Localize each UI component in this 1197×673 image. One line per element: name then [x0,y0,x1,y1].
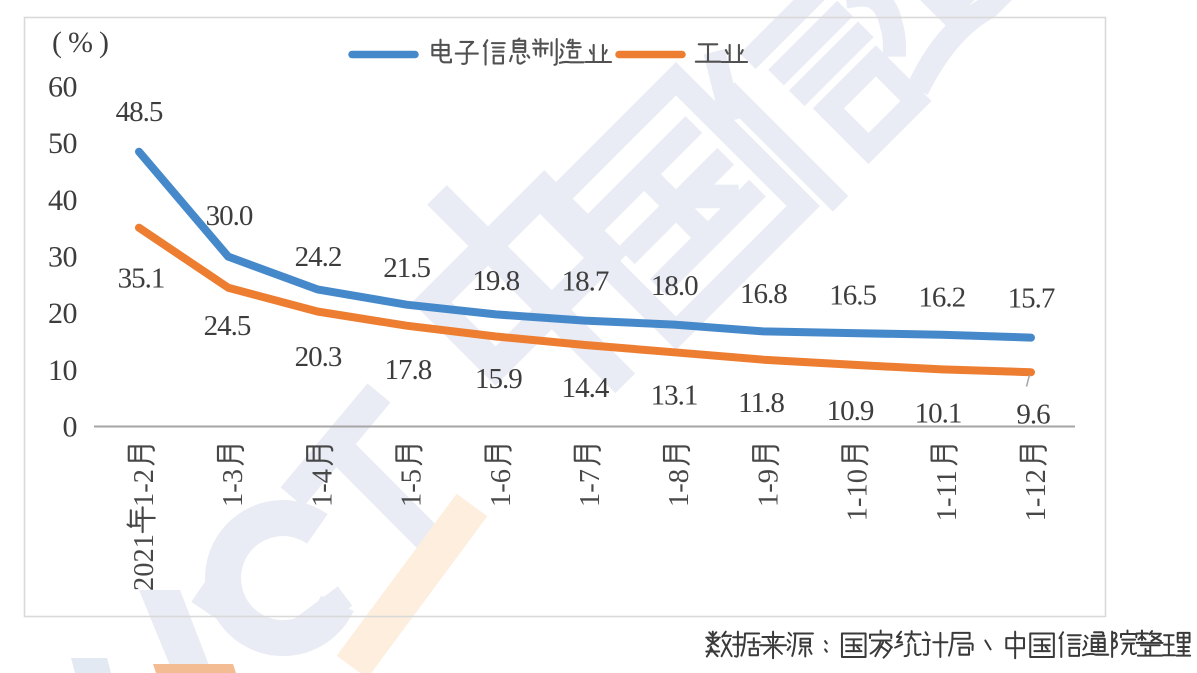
svg-text:1-6: 1-6 [486,469,517,507]
svg-text:1-9: 1-9 [753,469,784,507]
svg-text:10: 10 [48,354,77,387]
svg-text:15.7: 15.7 [1008,283,1055,315]
svg-text:1-7: 1-7 [575,469,606,507]
svg-text:60: 60 [48,71,77,104]
svg-text:10.9: 10.9 [827,395,874,427]
svg-text:40: 40 [48,184,77,217]
svg-text:35.1: 35.1 [118,262,165,294]
svg-text:20: 20 [48,297,77,330]
svg-text:18.7: 18.7 [562,266,609,298]
svg-text:2021: 2021 [129,534,160,591]
svg-text:0: 0 [63,411,78,444]
svg-text:1-3: 1-3 [218,469,249,507]
svg-text:16.8: 16.8 [740,278,787,310]
svg-text:20.3: 20.3 [295,341,342,373]
svg-text:24.5: 24.5 [204,310,251,342]
svg-text:14.4: 14.4 [562,372,610,404]
svg-text:19.8: 19.8 [472,265,519,297]
svg-text:30.0: 30.0 [206,200,253,232]
svg-text:15.9: 15.9 [475,363,522,395]
svg-text:1-2: 1-2 [129,469,160,507]
svg-text:1-11: 1-11 [932,470,963,521]
svg-text:1-12: 1-12 [1021,469,1052,521]
svg-text:16.5: 16.5 [829,280,876,312]
svg-text:1-10: 1-10 [843,469,874,521]
svg-text:16.2: 16.2 [918,281,965,313]
svg-text:48.5: 48.5 [116,96,163,128]
svg-text:13.1: 13.1 [651,380,698,412]
svg-text:1-8: 1-8 [664,469,695,507]
svg-text:30: 30 [48,241,77,274]
svg-text:21.5: 21.5 [383,252,430,284]
svg-text:18.0: 18.0 [651,270,698,302]
svg-text:10.1: 10.1 [915,397,962,429]
svg-text:(%): (%) [52,26,115,59]
svg-text:24.2: 24.2 [295,241,342,273]
svg-text:17.8: 17.8 [385,354,432,386]
svg-text:1-5: 1-5 [397,469,428,507]
svg-text:50: 50 [48,127,77,160]
svg-text:9.6: 9.6 [1016,399,1050,431]
svg-text:11.8: 11.8 [738,387,784,419]
svg-text:1-4: 1-4 [307,469,338,507]
